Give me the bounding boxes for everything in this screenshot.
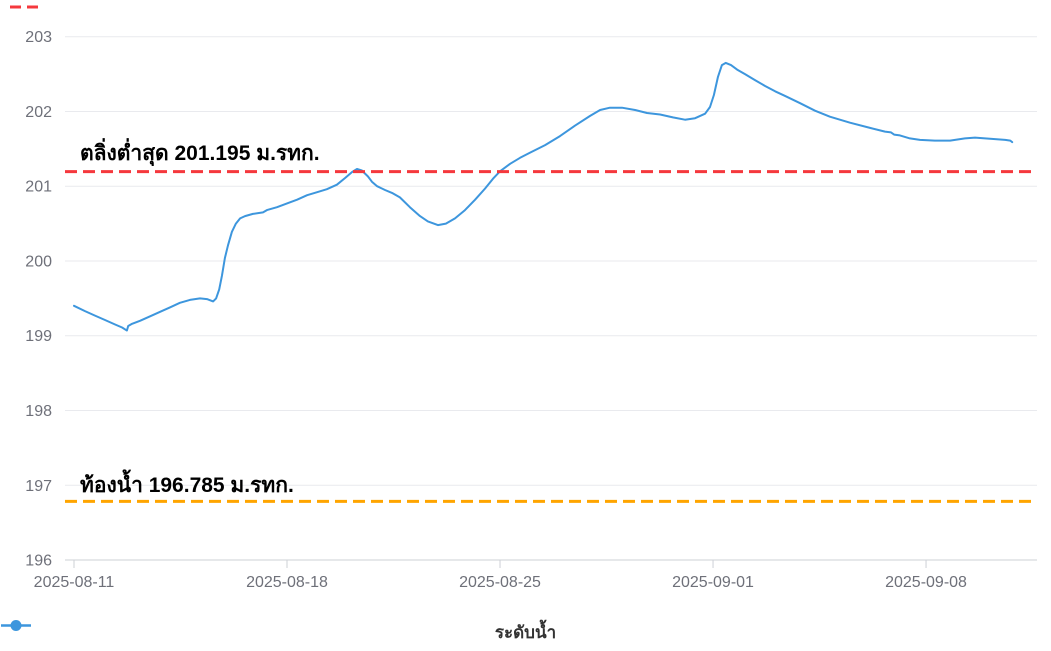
x-axis-label: 2025-08-11 — [34, 574, 115, 591]
series-line-water-level[interactable] — [73, 61, 1014, 332]
y-axis-label: 196 — [25, 553, 52, 570]
y-axis-label: 202 — [25, 104, 52, 121]
legend-dot-glyph — [10, 620, 22, 631]
y-axis-label: 203 — [25, 29, 52, 46]
y-axis-label: 197 — [25, 478, 52, 495]
y-axis-label: 201 — [25, 179, 52, 196]
legend-item-water-level[interactable]: ระดับน้ำ — [1, 619, 557, 646]
lowest-bank-annotation: ตลิ่งต่ำสุด 201.195 ม.รทก. — [80, 142, 320, 165]
x-axis-label: 2025-09-08 — [885, 574, 967, 591]
y-axis-label: 199 — [25, 328, 52, 345]
y-axis-label: 200 — [25, 253, 52, 270]
legend-label: ระดับน้ำ — [494, 623, 557, 642]
y-axis-label: 198 — [25, 403, 52, 420]
x-axis-label: 2025-08-18 — [246, 574, 328, 591]
legend: ระดับน้ำ — [0, 619, 1051, 646]
x-axis-label: 2025-09-01 — [672, 574, 754, 591]
legend-line-dot-icon — [1, 620, 31, 631]
riverbed-annotation: ท้องน้ำ 196.785 ม.รทก. — [80, 474, 294, 497]
x-axis-label: 2025-08-25 — [459, 574, 541, 591]
